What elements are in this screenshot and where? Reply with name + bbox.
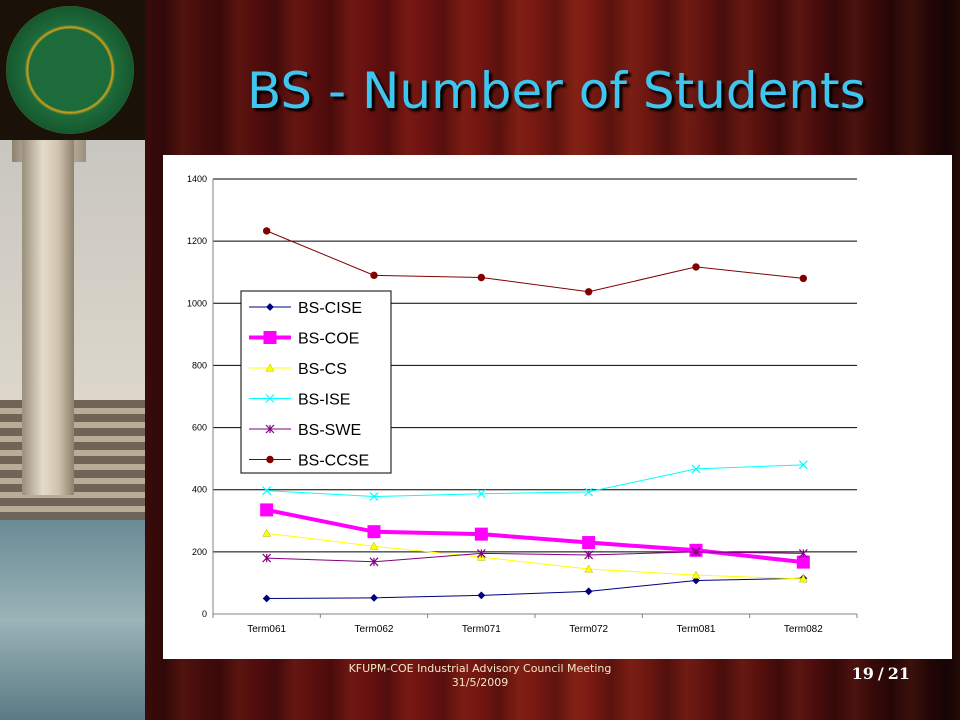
data-point-bs-cs [369, 541, 379, 550]
data-point-bs-swe [584, 550, 594, 560]
data-point-bs-swe [691, 547, 701, 557]
y-tick-label: 1000 [187, 298, 207, 308]
water-tower [22, 135, 74, 495]
data-point-bs-coe [582, 536, 596, 550]
series-line-bs-cs [266, 532, 804, 580]
data-point-bs-cs [262, 528, 272, 537]
data-point-bs-swe [476, 548, 486, 558]
data-point-bs-swe [262, 553, 272, 563]
data-point-bs-cs [691, 570, 701, 579]
y-tick-label: 800 [192, 360, 207, 370]
x-tick-label: Term071 [462, 624, 501, 635]
data-point-bs-coe [367, 525, 381, 539]
legend-swatch-marker [263, 331, 277, 344]
footer-meeting-name: KFUPM-COE Industrial Advisory Council Me… [348, 662, 612, 675]
legend-entry: BS-SWE [298, 422, 361, 439]
data-point-bs-ccse [370, 271, 378, 280]
data-point-bs-ise [262, 486, 272, 496]
x-tick-label: Term061 [247, 624, 286, 635]
y-tick-label: 600 [192, 423, 207, 433]
slide-title: BS - Number of Students [247, 62, 866, 120]
y-tick-label: 1400 [187, 174, 207, 184]
y-tick-label: 400 [192, 485, 207, 495]
data-point-bs-coe [796, 555, 810, 569]
data-point-bs-ise [476, 489, 486, 499]
footer-date: 31/5/2009 [451, 676, 509, 689]
series-line-bs-swe [266, 551, 804, 563]
line-chart: 0 200 400 600 800 1000 1200 1400 Term061 Term062 T… [187, 174, 858, 635]
page-separator: / [877, 664, 884, 683]
series-line-bs-ise [266, 464, 804, 498]
legend-swatch-marker [265, 394, 275, 403]
data-point-bs-cs [584, 564, 594, 573]
page-number: 19/21 [810, 664, 910, 683]
legend-box [240, 290, 392, 474]
legend-entry: BS-CS [298, 361, 347, 378]
data-point-bs-cise [477, 591, 486, 600]
footer: KFUPM-COE Industrial Advisory Council Me… [300, 662, 660, 690]
legend-swatch-marker [266, 455, 274, 464]
data-point-bs-cs [798, 574, 808, 583]
data-point-bs-cise [692, 576, 700, 585]
legend-entry: BS-CCSE [298, 453, 369, 470]
legend-entry: BS-ISE [298, 392, 350, 409]
data-point-bs-cise [370, 593, 378, 602]
data-point-bs-ccse [799, 274, 808, 283]
x-tick-label: Term062 [355, 624, 394, 635]
x-tick-label: Term081 [677, 624, 716, 635]
series-line-bs-cise [266, 577, 804, 599]
data-point-bs-ise [584, 487, 594, 497]
chart-container: 0 200 400 600 800 1000 1200 1400 Term061 Term062 T… [163, 155, 952, 659]
legend-entry: BS-COE [298, 331, 359, 348]
university-seal [6, 6, 134, 134]
data-point-bs-ise [798, 460, 808, 470]
data-point-bs-coe [474, 527, 488, 541]
data-point-bs-swe [798, 548, 808, 558]
legend-swatch-marker [266, 303, 274, 311]
university-logo [0, 0, 145, 140]
y-tick-label: 1200 [187, 236, 207, 246]
data-point-bs-ccse [584, 288, 593, 296]
data-point-bs-ccse [262, 227, 271, 235]
x-tick-label: Term082 [784, 624, 823, 635]
data-point-bs-cise [262, 594, 271, 603]
y-tick-label: 0 [202, 609, 207, 619]
data-point-bs-cise [584, 587, 593, 596]
data-point-bs-swe [369, 557, 379, 567]
y-tick-label: 200 [192, 547, 207, 557]
legend-swatch-marker [265, 363, 275, 372]
legend-entry: BS-CISE [298, 300, 362, 317]
data-point-bs-ccse [692, 263, 700, 271]
data-point-bs-ccse [477, 273, 486, 282]
page-current: 19 [851, 664, 874, 683]
legend-swatch-marker [265, 424, 275, 434]
reflecting-pool [0, 520, 145, 720]
data-point-bs-coe [260, 503, 274, 517]
series-line-bs-ccse [266, 230, 804, 293]
data-point-bs-ise [691, 464, 701, 474]
x-tick-label: Term072 [569, 624, 608, 635]
data-point-bs-ise [369, 492, 379, 501]
page-total: 21 [887, 664, 910, 683]
